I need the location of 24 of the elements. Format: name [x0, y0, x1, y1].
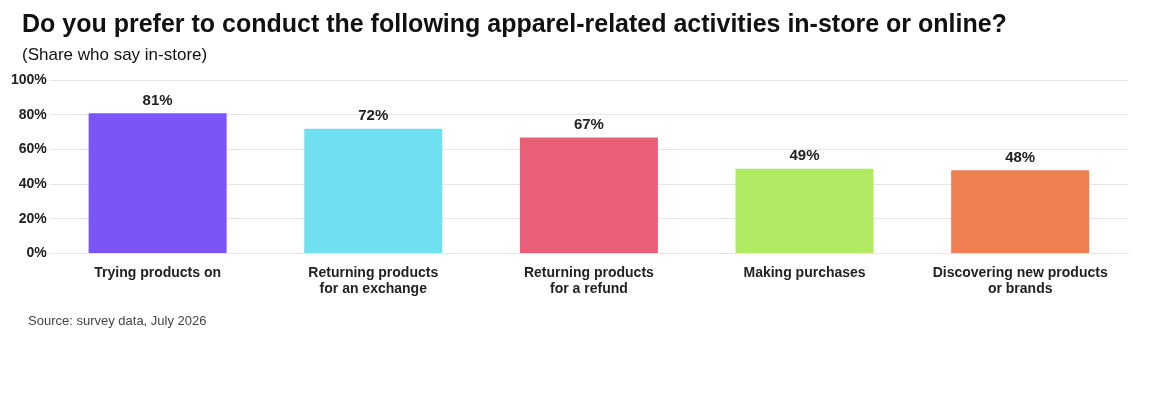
y-tick-label: 100% — [10, 71, 48, 88]
x-tick-label: Trying products on — [94, 263, 222, 280]
x-tick-label: Discovering new products or brands — [932, 263, 1108, 297]
chart-title: Do you prefer to conduct the following apparel-related activities in-store or online? — [22, 8, 1008, 39]
bar — [951, 170, 1090, 253]
data-label: 49% — [789, 146, 820, 164]
x-tick-label: Returning products for an exchange — [308, 263, 439, 297]
y-tick-label: 40% — [18, 175, 48, 192]
data-label: 67% — [573, 115, 604, 133]
data-label: 81% — [142, 90, 173, 108]
y-tick-label: 80% — [18, 105, 48, 122]
bar — [88, 113, 227, 253]
x-tick-label: Making purchases — [743, 263, 866, 280]
bar — [519, 137, 658, 253]
data-label: 72% — [358, 106, 389, 124]
chart-subtitle: (Share who say in-store) — [22, 45, 209, 65]
data-label: 48% — [1005, 148, 1036, 165]
y-tick-label: 0% — [26, 244, 48, 261]
x-tick-label: Returning products for a refund — [523, 263, 655, 297]
y-tick-label: 20% — [18, 209, 48, 226]
bar — [735, 168, 874, 253]
bar — [304, 128, 443, 253]
source-note: Source: survey data, July 2026 — [28, 313, 208, 328]
y-tick-label: 60% — [18, 140, 48, 157]
